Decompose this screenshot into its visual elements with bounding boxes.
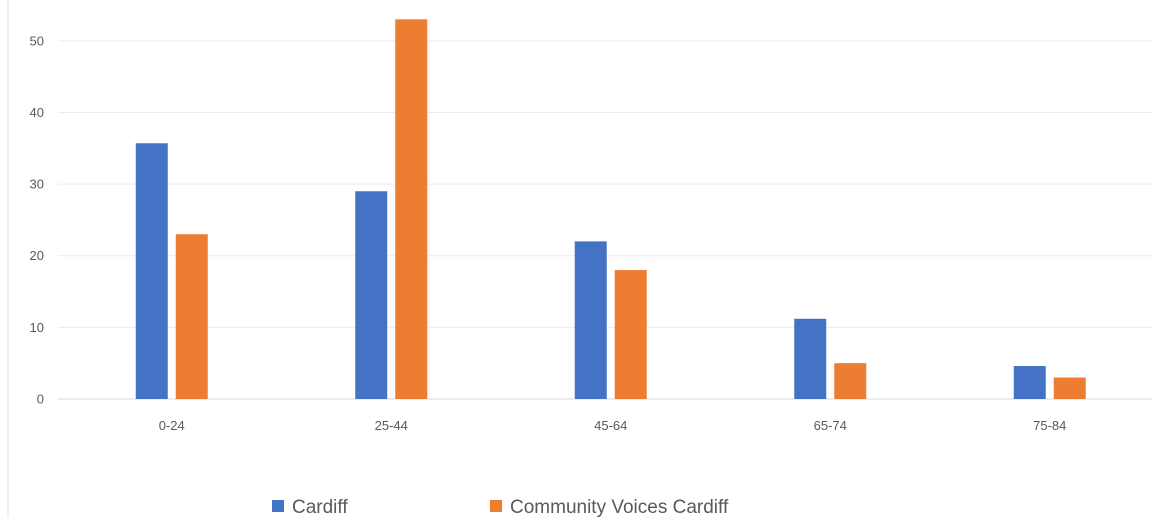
legend-label: Cardiff [292,497,348,517]
y-axis-tick-labels: 0 10 20 30 40 50 [30,33,44,406]
x-tick-label: 65-74 [814,418,847,433]
bar-community-voices-cardiff [834,363,867,399]
legend-swatch [272,500,284,512]
x-tick-label: 45-64 [594,418,627,433]
x-tick-label: 25-44 [375,418,408,433]
x-tick-label: 0-24 [159,418,185,433]
legend: Cardiff Community Voices Cardiff [272,497,729,517]
legend-label: Community Voices Cardiff [510,497,729,517]
bar-cardiff [135,143,168,399]
y-tick-label: 10 [30,320,44,335]
bar-community-voices-cardiff [614,270,647,399]
bar-community-voices-cardiff [395,19,428,400]
y-tick-label: 0 [37,392,44,407]
bar-cardiff [574,241,607,399]
x-axis-tick-labels: 0-24 25-44 45-64 65-74 75-84 [159,418,1067,433]
bars [135,19,1086,400]
bar-cardiff [1013,366,1046,399]
legend-swatch [490,500,502,512]
bar-cardiff [794,318,827,399]
y-tick-label: 20 [30,248,44,263]
bar-cardiff [355,191,388,399]
y-tick-label: 30 [30,177,44,192]
bar-community-voices-cardiff [175,234,208,399]
x-tick-label: 75-84 [1033,418,1066,433]
bar-community-voices-cardiff [1053,377,1086,399]
y-tick-label: 50 [30,33,44,48]
y-tick-label: 40 [30,105,44,120]
